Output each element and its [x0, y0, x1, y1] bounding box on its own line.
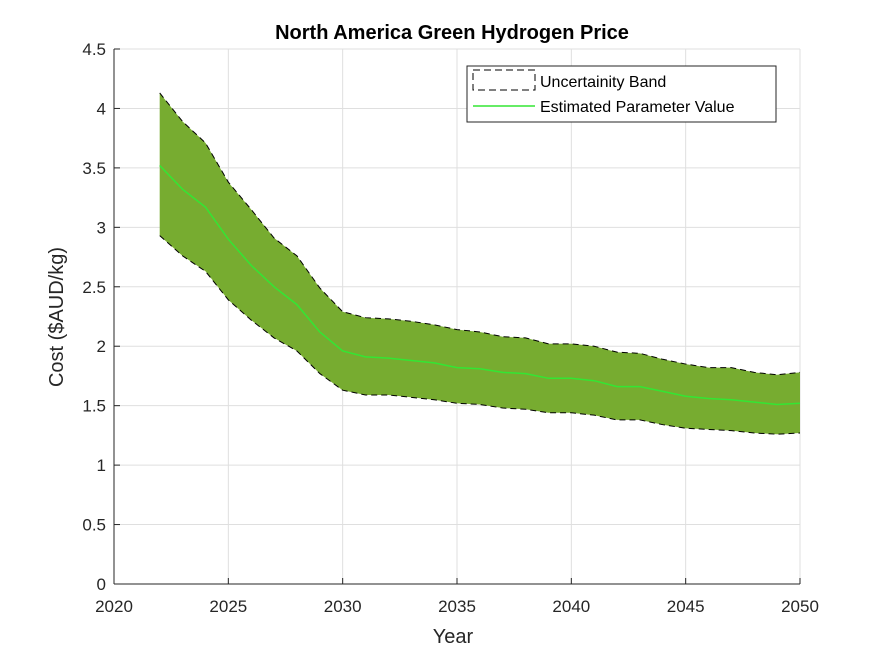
x-tick-label: 2035: [438, 597, 476, 616]
legend-series-label: Estimated Parameter Value: [540, 99, 735, 116]
y-tick-label: 4.5: [82, 40, 106, 59]
y-tick-label: 2.5: [82, 278, 106, 297]
x-axis-label: Year: [433, 626, 474, 648]
series-lines: [159, 164, 801, 406]
chart-title: North America Green Hydrogen Price: [275, 22, 629, 44]
y-tick-label: 3.5: [82, 159, 106, 178]
uncertainty-band: [159, 92, 801, 435]
y-tick-label: 1.5: [82, 397, 106, 416]
x-tick-label: 2030: [324, 597, 362, 616]
y-tick-label: 1: [97, 456, 106, 475]
legend: Uncertainity Band Estimated Parameter Va…: [466, 65, 777, 123]
y-axis-label: Cost ($AUD/kg): [46, 247, 68, 387]
y-tick-label: 0: [97, 575, 106, 594]
series-line: [159, 164, 801, 406]
x-tick-label: 2025: [209, 597, 247, 616]
y-tick-label: 3: [97, 218, 106, 237]
band-fill: [159, 93, 800, 435]
y-tick-label: 0.5: [82, 516, 106, 535]
axes: [113, 48, 801, 585]
band-lower-edge: [159, 235, 801, 435]
band-upper-edge: [159, 92, 801, 376]
y-tick-label: 2: [97, 337, 106, 356]
x-tick-label: 2040: [552, 597, 590, 616]
tick-labels: 0 0.5 1 1.5 2 2.5 3 3.5 4 4.5 2020 2025 2030 2035 2040…: [82, 40, 819, 616]
y-tick-label: 4: [97, 99, 106, 118]
legend-band-swatch: [472, 69, 536, 91]
x-tick-label: 2020: [95, 597, 133, 616]
x-tick-label: 2050: [781, 597, 819, 616]
legend-band-label: Uncertainity Band: [540, 74, 666, 91]
x-tick-label: 2045: [667, 597, 705, 616]
